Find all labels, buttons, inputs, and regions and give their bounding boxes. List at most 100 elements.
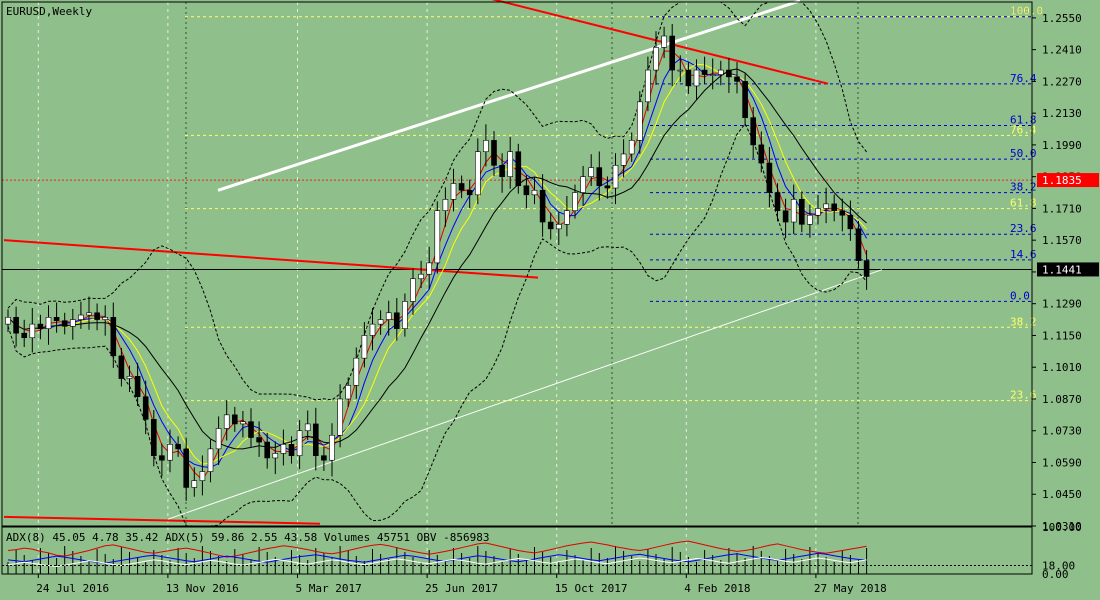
price-axis: 1.25501.24101.22701.21301.19901.18501.17… xyxy=(1032,12,1099,533)
current-price-value: 1.1441 xyxy=(1042,263,1082,276)
candle-body xyxy=(434,210,441,264)
candle-body xyxy=(531,189,538,196)
candle-body xyxy=(78,314,84,320)
candle-body xyxy=(159,455,165,461)
candle-body xyxy=(199,471,206,481)
candle-body xyxy=(223,414,230,429)
candle-body xyxy=(29,323,36,339)
candle-body xyxy=(86,312,92,316)
time-label: 13 Nov 2016 xyxy=(166,582,239,595)
candle-body xyxy=(798,199,805,225)
candle-body xyxy=(863,260,870,277)
candle-body xyxy=(620,153,627,166)
price-label: 1.1290 xyxy=(1042,298,1082,311)
time-label: 5 Mar 2017 xyxy=(296,582,362,595)
candle-body xyxy=(53,317,60,322)
time-label: 24 Jul 2016 xyxy=(36,582,109,595)
candle-body xyxy=(596,167,603,187)
indicator-subwindow: 100.00 18.000.00 xyxy=(2,521,1082,581)
candle-body xyxy=(240,421,246,425)
candle-body xyxy=(393,312,400,329)
fib-label-blue: 14.6 xyxy=(1010,248,1037,261)
time-axis: 24 Jul 2016 13 Nov 2016 5 Mar 2017 25 Jun 2… xyxy=(36,574,887,595)
candle-body xyxy=(474,151,481,196)
candle-body xyxy=(296,430,303,456)
candle-body xyxy=(304,423,311,432)
candle-body xyxy=(5,317,11,325)
bid-price-tag xyxy=(1037,173,1099,188)
fib-label-blue: 0.0 xyxy=(1010,289,1030,302)
candle-body xyxy=(312,423,319,456)
candle-body xyxy=(272,453,279,459)
candle-body xyxy=(175,444,181,450)
candle-body xyxy=(701,69,708,75)
time-label: 25 Jun 2017 xyxy=(425,582,498,595)
adx-white-line xyxy=(7,556,867,568)
candle-body xyxy=(661,35,667,48)
candle-body xyxy=(564,210,570,225)
trend-lines xyxy=(3,0,883,525)
current-price-tag xyxy=(1037,262,1099,277)
adx-blue-line xyxy=(7,552,867,564)
candle-body xyxy=(361,335,368,359)
fib-label-blue: 61.8 xyxy=(1010,113,1037,126)
time-label: 15 Oct 2017 xyxy=(555,582,628,595)
candle-body xyxy=(458,183,465,191)
candle-body xyxy=(45,317,52,329)
chart-title: EURUSD,Weekly xyxy=(6,5,92,18)
candle-body xyxy=(709,74,716,76)
fib-label-yellow: 61.8 xyxy=(1010,197,1037,210)
candle-body xyxy=(758,144,765,164)
candle-body xyxy=(774,192,781,211)
trend-line-red xyxy=(3,515,321,525)
candle-body xyxy=(321,455,327,461)
candle-body xyxy=(466,189,473,196)
candle-body xyxy=(70,319,76,327)
indicator-scale-label: 0.00 xyxy=(1042,568,1069,581)
candle-body xyxy=(782,210,789,223)
candle-body xyxy=(167,444,173,461)
candle-body xyxy=(855,228,862,261)
candle-body xyxy=(807,214,813,225)
candle-body xyxy=(353,357,360,386)
indicator-plot-border xyxy=(1,526,1033,575)
candle-body xyxy=(248,421,254,438)
candle-body xyxy=(426,262,433,275)
candle-body xyxy=(418,273,424,280)
candle-series xyxy=(5,24,870,501)
candle-body xyxy=(677,69,684,72)
indicator-scale-label: 100.00 xyxy=(1042,521,1082,534)
candle-body xyxy=(604,185,611,189)
trend-line-red xyxy=(3,239,539,279)
candle-body xyxy=(645,69,651,103)
candle-body xyxy=(13,317,19,334)
candle-body xyxy=(337,398,343,436)
candle-body xyxy=(21,332,28,339)
candle-body xyxy=(256,437,262,443)
main-chart-frame xyxy=(1,1,1033,575)
candle-body xyxy=(499,165,505,177)
candle-body xyxy=(61,320,68,327)
candle-body xyxy=(523,185,530,196)
candle-body xyxy=(839,210,846,216)
candle-body xyxy=(134,375,141,398)
candle-body xyxy=(110,317,117,357)
candle-body xyxy=(669,35,676,71)
indicator-scale-label: 18.00 xyxy=(1042,560,1075,573)
candle-body xyxy=(734,76,740,82)
bid-price-value: 1.1835 xyxy=(1042,174,1082,187)
candle-body xyxy=(555,224,562,230)
candle-body xyxy=(515,151,522,187)
candle-body xyxy=(215,428,222,450)
candle-body xyxy=(377,319,384,325)
main-plot-border xyxy=(1,1,1033,527)
fib-label-blue: 23.6 xyxy=(1010,222,1037,235)
price-label: 1.1710 xyxy=(1042,202,1082,215)
channel-line-white xyxy=(217,0,801,192)
candle-body xyxy=(442,199,449,211)
fib-label-yellow: 100.0 xyxy=(1010,5,1043,18)
price-label: 1.2410 xyxy=(1042,44,1082,57)
price-label: 1.0590 xyxy=(1042,456,1082,469)
